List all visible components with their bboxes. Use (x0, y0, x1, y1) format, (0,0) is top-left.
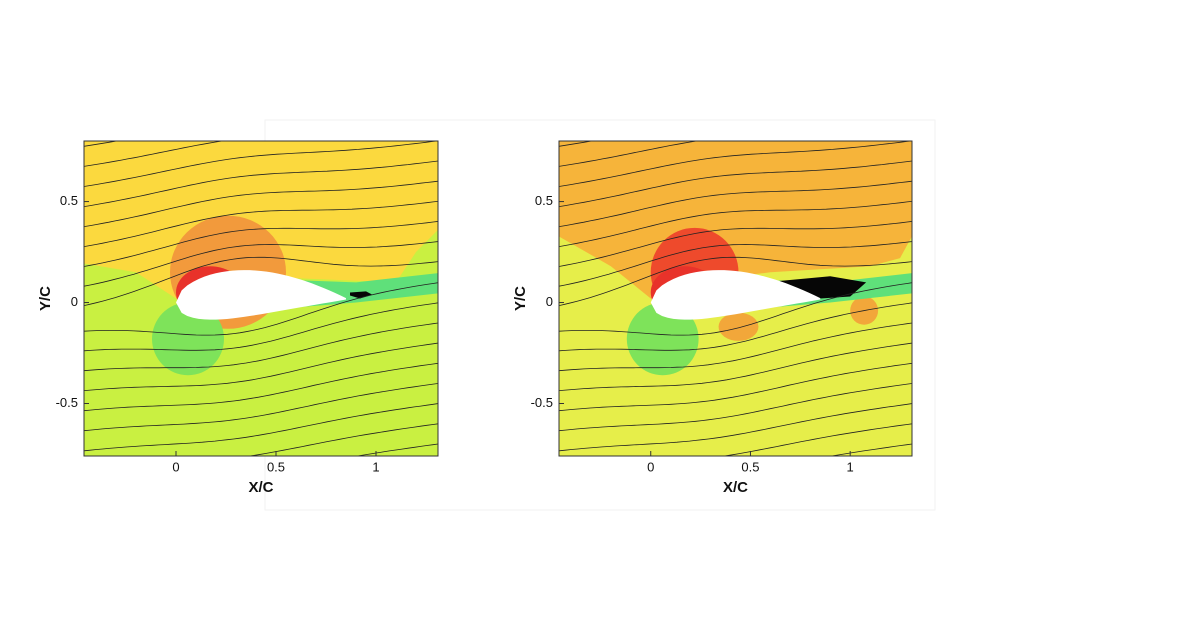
streamline (559, 200, 912, 247)
streamline (84, 383, 438, 432)
plot-area: 0 0.5 1 0.5 0 -0.5 X/C Y/C (37, 140, 439, 496)
separation (764, 276, 867, 299)
y-tick-label: 0 (71, 294, 78, 309)
streamline (559, 362, 912, 412)
x-axis-label: X/C (248, 479, 273, 496)
streamline (559, 256, 912, 306)
x-tick-label: 0 (172, 459, 179, 474)
streamline (84, 141, 225, 167)
field (559, 141, 912, 456)
streamline (559, 180, 912, 227)
streamline (84, 200, 438, 247)
y-tick-label: 0 (546, 294, 553, 309)
x-tick-label: 1 (372, 459, 379, 474)
field-green (152, 302, 224, 376)
streamline (355, 443, 438, 456)
streamline (559, 342, 912, 391)
streamline (559, 221, 912, 267)
streamline (247, 423, 438, 456)
x-tick-label: 1 (847, 459, 854, 474)
y-axis-label: Y/C (512, 286, 529, 311)
x-tick-label: 0 (647, 459, 654, 474)
separation (350, 291, 372, 299)
streamline (559, 160, 912, 207)
y-tick-label: 0.5 (535, 193, 553, 208)
streamline (84, 241, 438, 287)
y-tick-label: -0.5 (531, 395, 553, 410)
streamline (84, 160, 438, 207)
plot-frame (83, 140, 439, 457)
streamline (84, 362, 438, 412)
airfoil (176, 270, 346, 320)
plot-frame (558, 140, 913, 457)
streamline (84, 256, 438, 306)
y-axis-label: Y/C (37, 286, 54, 311)
streamline (559, 403, 912, 452)
streamline (84, 282, 438, 336)
field (84, 141, 438, 456)
streamline (559, 141, 700, 167)
streamline (559, 141, 912, 187)
streamline (84, 221, 438, 267)
y-tick-label: 0.5 (60, 193, 78, 208)
field-orange (718, 312, 759, 341)
airfoil (650, 270, 821, 320)
plot-area: 0 0.5 1 0.5 0 -0.5 X/C Y/C (512, 140, 913, 496)
streamline (559, 322, 912, 372)
streamline (721, 423, 912, 456)
streamline (559, 302, 912, 352)
x-axis-label: X/C (723, 479, 748, 496)
streamline (84, 180, 438, 227)
streamline (84, 342, 438, 391)
streamline (559, 282, 912, 336)
field-green (626, 302, 699, 376)
streamline (84, 403, 438, 452)
streamline (84, 302, 438, 352)
x-tick-label: 0.5 (741, 459, 759, 474)
y-tick-label: -0.5 (56, 395, 78, 410)
streamline (559, 241, 912, 287)
streamline (559, 383, 912, 432)
streamline (84, 322, 438, 372)
streamline (829, 443, 912, 456)
x-tick-label: 0.5 (267, 459, 285, 474)
streamline (84, 141, 438, 187)
field-high (559, 141, 912, 299)
